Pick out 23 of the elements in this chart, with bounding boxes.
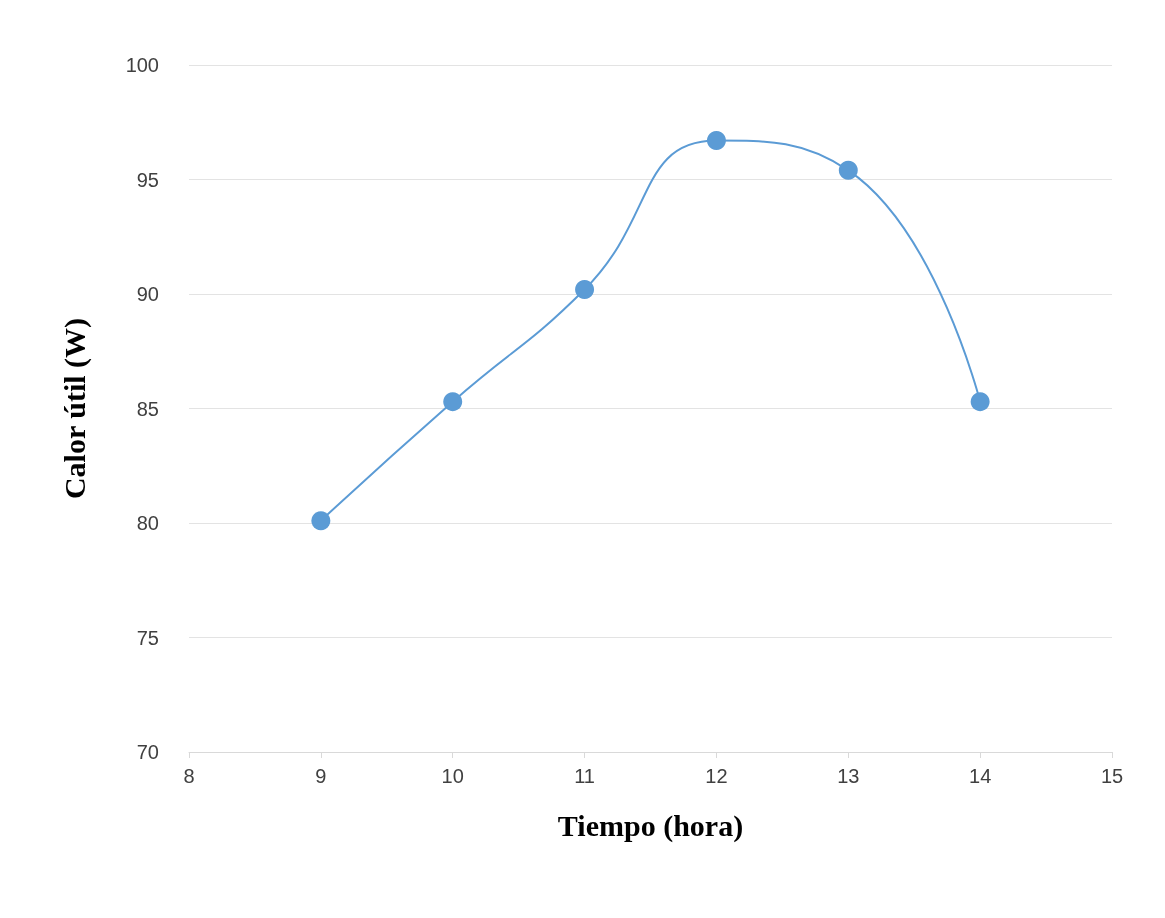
point [706, 131, 726, 151]
y-axis-title: Calor útil (W) [57, 317, 92, 500]
y-tick-label: 80 [136, 512, 159, 534]
x-tick-label: 10 [441, 765, 464, 787]
y-tick-label: 75 [136, 626, 159, 649]
y-tick-label: 70 [136, 741, 159, 763]
y-tick-label: 90 [136, 283, 159, 305]
x-tick-label: 11 [574, 765, 595, 787]
x-tick-label: 9 [315, 765, 327, 787]
point [970, 392, 990, 412]
y-tick-label: 85 [136, 397, 159, 420]
x-tick-label: 13 [837, 765, 860, 787]
x-tick-label: 15 [1100, 765, 1124, 787]
point [838, 160, 858, 180]
y-tick-label: 100 [125, 54, 159, 76]
point [311, 511, 331, 531]
point [575, 279, 595, 299]
point [443, 392, 463, 412]
x-axis-title: Tiempo (hora) [557, 808, 744, 843]
y-tick-label: 95 [136, 168, 159, 191]
x-tick-label: 14 [969, 765, 992, 787]
x-tick-label: 8 [183, 765, 195, 787]
x-tick-label: 12 [705, 765, 728, 787]
